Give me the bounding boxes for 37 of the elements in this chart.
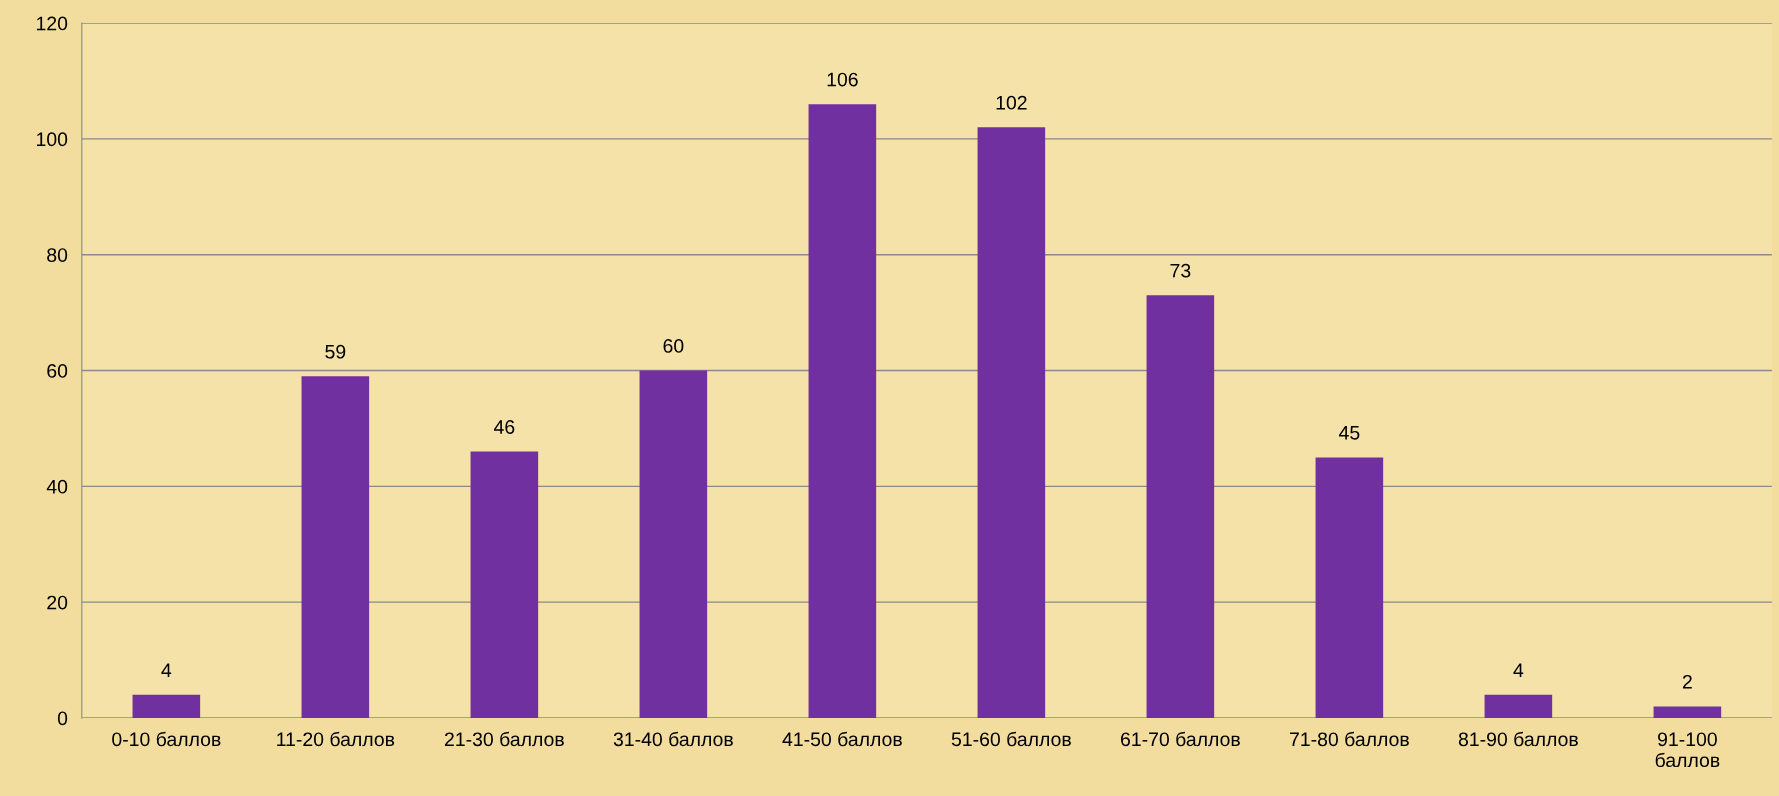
y-tick-label: 20	[47, 595, 68, 610]
bar	[132, 694, 201, 718]
data-label: 102	[996, 95, 1027, 110]
data-label: 59	[325, 344, 346, 359]
data-label: 106	[827, 72, 858, 87]
x-tick-label: 41-50 баллов	[782, 731, 902, 747]
y-tick-label: 100	[36, 132, 68, 147]
x-tick-label: 31-40 баллов	[613, 731, 733, 747]
x-tick-label: 91-100 баллов	[1655, 732, 1720, 768]
bar	[1653, 706, 1722, 718]
x-tick-label: 61-70 баллов	[1121, 731, 1240, 747]
y-tick-label: 80	[47, 248, 68, 262]
x-tick-label: 0-10 баллов	[112, 731, 221, 747]
data-label: 60	[663, 339, 684, 353]
y-tick-label: 60	[47, 364, 68, 378]
y-tick-label: 120	[36, 16, 68, 31]
y-tick-label: 40	[46, 479, 68, 494]
data-label: 46	[493, 420, 515, 434]
data-label: 4	[1513, 663, 1524, 677]
x-tick-label: 51-60 баллов	[951, 731, 1071, 747]
bar	[977, 127, 1046, 718]
bar	[1484, 694, 1553, 718]
y-tick-label: 0	[57, 711, 68, 726]
data-label: 73	[1170, 263, 1191, 278]
bar	[470, 451, 539, 718]
x-tick-label: 71-80 баллов	[1290, 731, 1409, 747]
x-tick-label: 11-20 баллов	[277, 731, 395, 747]
bar	[639, 370, 708, 718]
data-label: 4	[161, 663, 172, 677]
bar	[301, 376, 370, 718]
x-tick-label: 81-90 баллов	[1458, 731, 1578, 747]
data-label: 2	[1682, 674, 1692, 689]
data-label: 45	[1339, 426, 1360, 440]
bar	[1146, 295, 1215, 718]
bar	[1315, 457, 1384, 718]
x-tick-label: 21-30 баллов	[444, 731, 564, 747]
bar	[808, 104, 877, 718]
